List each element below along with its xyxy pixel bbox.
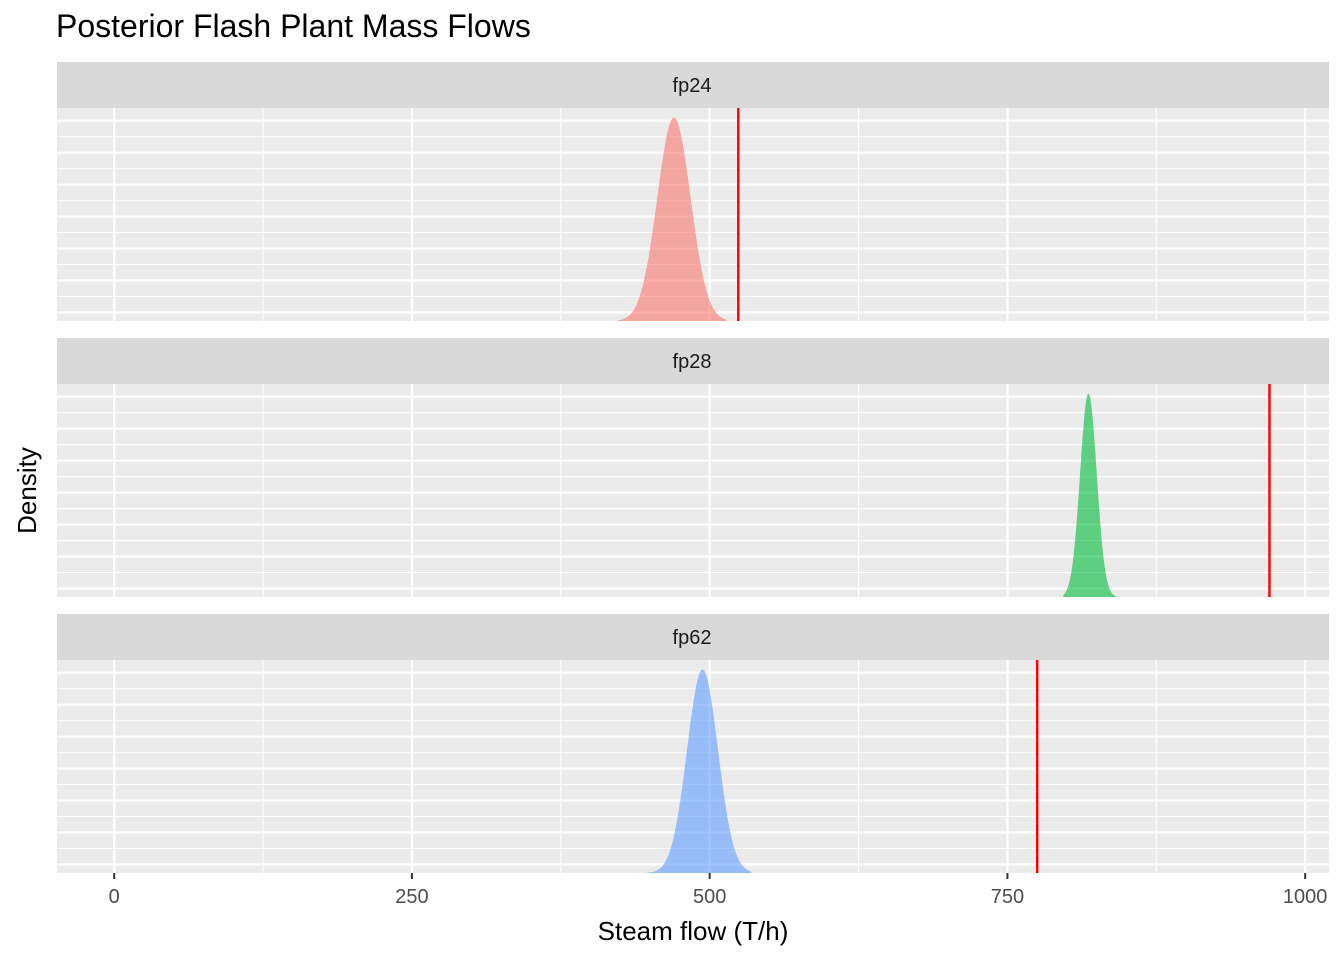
chart-title: Posterior Flash Plant Mass Flows: [56, 8, 531, 44]
y-axis-title: Density: [12, 447, 42, 534]
facet-panel-fp24: fp24: [57, 62, 1329, 321]
x-axis-tick-label: 0: [109, 886, 120, 908]
x-axis-tick-label: 500: [693, 886, 726, 908]
facet-strip: [57, 62, 1329, 108]
facet-strip-label: fp28: [673, 351, 712, 373]
density-area: [646, 669, 752, 873]
x-axis-title: Steam flow (T/h): [598, 916, 789, 946]
facet-panel-fp28: fp28: [57, 338, 1329, 597]
facet-strip: [57, 338, 1329, 384]
x-axis-tick-label: 250: [395, 886, 428, 908]
x-axis-tick-label: 1000: [1283, 886, 1328, 908]
density-area: [1063, 393, 1116, 597]
facet-strip-label: fp62: [673, 627, 712, 649]
facet-panel-fp62: fp62: [57, 614, 1329, 873]
x-axis-tick-label: 750: [991, 886, 1024, 908]
panel-background: [57, 384, 1329, 597]
facet-strip-label: fp24: [673, 75, 712, 97]
facet-strip: [57, 614, 1329, 660]
density-area: [617, 117, 727, 321]
